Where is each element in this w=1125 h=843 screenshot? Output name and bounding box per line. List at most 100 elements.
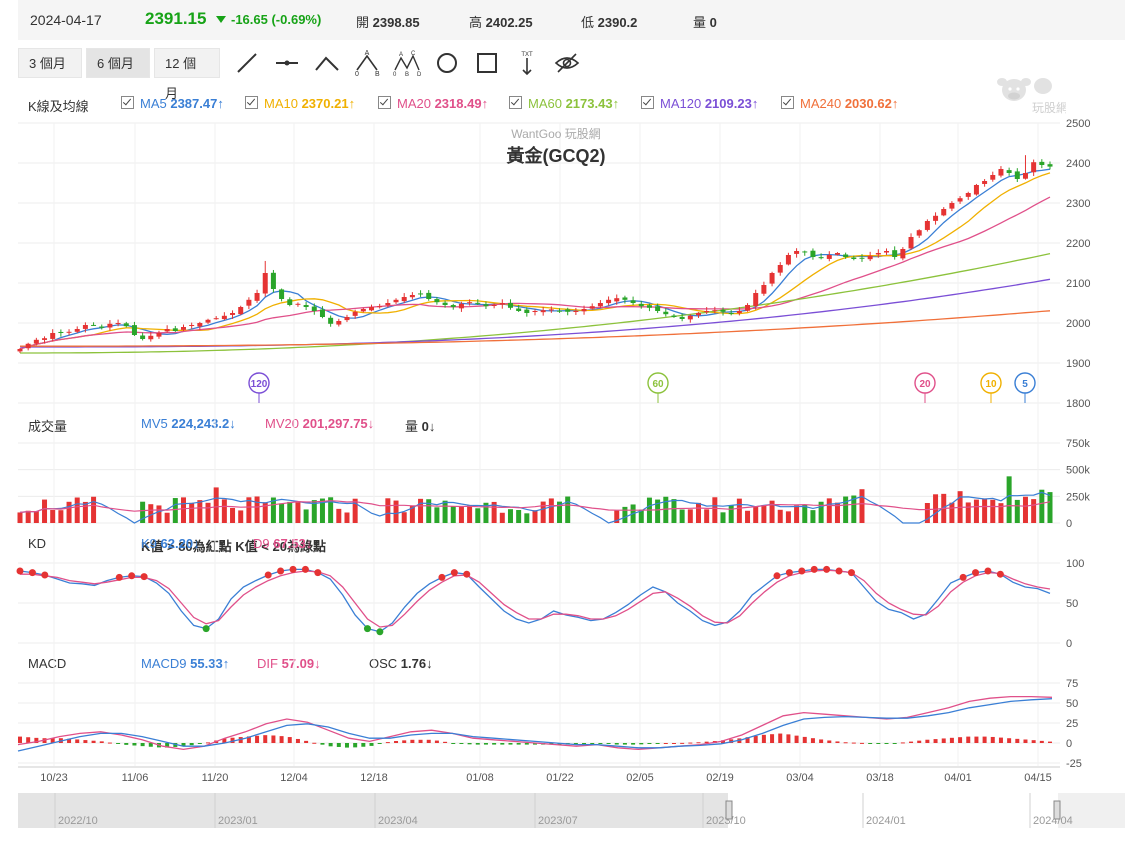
osc-bar [508, 743, 513, 745]
candle-body [524, 309, 530, 313]
kd-legend: K9 62.20↓ D9 67.53↓ K值 > 80為紅點 K值 < 20為綠… [141, 536, 326, 555]
checkbox-icon[interactable] [121, 96, 134, 109]
quote-header: 2024-04-17 2391.15 -16.65 (-0.69%) 開 239… [18, 0, 1125, 40]
candle-body [82, 325, 88, 329]
osc-bar [851, 742, 856, 744]
osc-bar [500, 743, 505, 745]
osc-bar [802, 736, 807, 743]
candle-body [671, 315, 677, 317]
osc-bar [255, 735, 260, 743]
dif-arrow: ↓ [314, 656, 321, 671]
price-y-tick-label: 2300 [1066, 198, 1090, 210]
osc-bar [263, 735, 268, 743]
ma-legend-ma240[interactable]: MA240 2030.62↑ [781, 96, 898, 111]
volume-bar [655, 499, 661, 523]
osc-bar [451, 743, 456, 744]
volume-bar [418, 498, 424, 523]
volume-bar [426, 499, 432, 523]
text-tool-icon[interactable]: TXT [513, 50, 541, 76]
range-navigator[interactable]: 2022/10 2023/01 2023/04 2023/07 2023/10 2024/… [18, 793, 1125, 828]
checkbox-icon[interactable] [509, 96, 522, 109]
circle-tool-icon[interactable] [433, 50, 461, 76]
price-y-tick-label: 2200 [1066, 238, 1090, 250]
osc-bar [998, 737, 1003, 743]
ma-legend-ma20[interactable]: MA20 2318.49↑ [378, 96, 488, 111]
candle-body [557, 310, 563, 312]
osc-bar [394, 740, 399, 743]
ma-arrow: ↑ [481, 96, 489, 111]
candle-body [1022, 173, 1028, 179]
volume-bar [393, 500, 399, 523]
navigator-right-handle[interactable] [1053, 800, 1061, 820]
candle-body [221, 315, 227, 320]
volume-bar [540, 501, 546, 523]
candle-body [859, 257, 865, 259]
range-3m-button[interactable]: 3 個月 [18, 48, 82, 78]
candle-body [851, 257, 857, 259]
high-label: 高 [469, 15, 483, 30]
volume-bar [671, 499, 677, 523]
navigator-left-handle[interactable] [725, 800, 733, 820]
osc-bar [385, 742, 390, 744]
volume-bar [74, 497, 80, 523]
checkbox-icon[interactable] [781, 96, 794, 109]
osc-bar [295, 738, 300, 743]
range-12m-button[interactable]: 12 個月 [154, 48, 220, 101]
checkbox-icon[interactable] [641, 96, 654, 109]
ma-legend-ma10[interactable]: MA10 2370.21↑ [245, 96, 355, 111]
osc-bar [246, 736, 251, 743]
osc-bar [492, 743, 497, 745]
volume-bar [1039, 489, 1045, 523]
osc-bar [238, 737, 243, 743]
osc-bar [91, 740, 96, 743]
ma-legend-ma120[interactable]: MA120 2109.23↑ [641, 96, 758, 111]
candle-body [892, 250, 898, 257]
ma-legend-ma60[interactable]: MA60 2173.43↑ [509, 96, 619, 111]
candle-body [426, 292, 432, 299]
line-tool-icon[interactable] [233, 50, 261, 76]
volume-bar [58, 510, 64, 523]
volume-bar [344, 512, 350, 523]
osc-bar [279, 736, 284, 743]
wantgoo-logo: 玩股網 [997, 78, 1066, 115]
logo-text: 玩股網 [1032, 101, 1066, 115]
svg-text:0: 0 [355, 71, 359, 76]
ma-value: 2030.62 [844, 96, 892, 111]
osc-bar [304, 740, 309, 743]
candle-body [507, 302, 513, 308]
abc-pattern-icon[interactable]: A 0 B [353, 50, 381, 76]
osc-bar [925, 739, 930, 743]
kd-red-dot [438, 573, 446, 581]
volume-bar [924, 502, 930, 523]
stock-chart[interactable]: WantGoo 玩股網 黃金(GCQ2) 120 60 20 10 5 1800 1900… [0, 0, 1125, 790]
ma-legend-ma5[interactable]: MA5 2387.47↑ [121, 96, 224, 111]
candle-body [254, 293, 260, 301]
navigator-window[interactable] [728, 793, 1058, 828]
range-6m-button[interactable]: 6 個月 [86, 48, 150, 78]
candle-body [442, 302, 448, 305]
volume-bar [221, 499, 227, 523]
volume-bar [499, 512, 505, 523]
candle-body [532, 311, 538, 312]
checkbox-icon[interactable] [245, 96, 258, 109]
osc-bar [958, 737, 963, 743]
candle-body [646, 305, 652, 308]
segment-tool-icon[interactable] [273, 50, 301, 76]
rectangle-tool-icon[interactable] [473, 50, 501, 76]
osc-bar [704, 741, 709, 743]
ma-name: MA240 [800, 96, 845, 111]
volume-bar [810, 510, 816, 523]
volume-y-tick-label: 500k [1066, 465, 1090, 477]
svg-text:B: B [375, 71, 380, 76]
ma-arrow: ↑ [891, 96, 899, 111]
svg-text:TXT: TXT [521, 52, 533, 58]
checkbox-icon[interactable] [378, 96, 391, 109]
candle-body [360, 309, 366, 312]
kd-green-dot [363, 625, 371, 633]
osc-bar [933, 739, 938, 743]
hide-eye-icon[interactable] [553, 50, 581, 76]
angle-tool-icon[interactable] [313, 50, 341, 76]
kline-section-label: K線及均線 [28, 99, 89, 114]
candle-body [597, 303, 603, 307]
abcd-pattern-icon[interactable]: A C 0 B D [393, 50, 421, 76]
